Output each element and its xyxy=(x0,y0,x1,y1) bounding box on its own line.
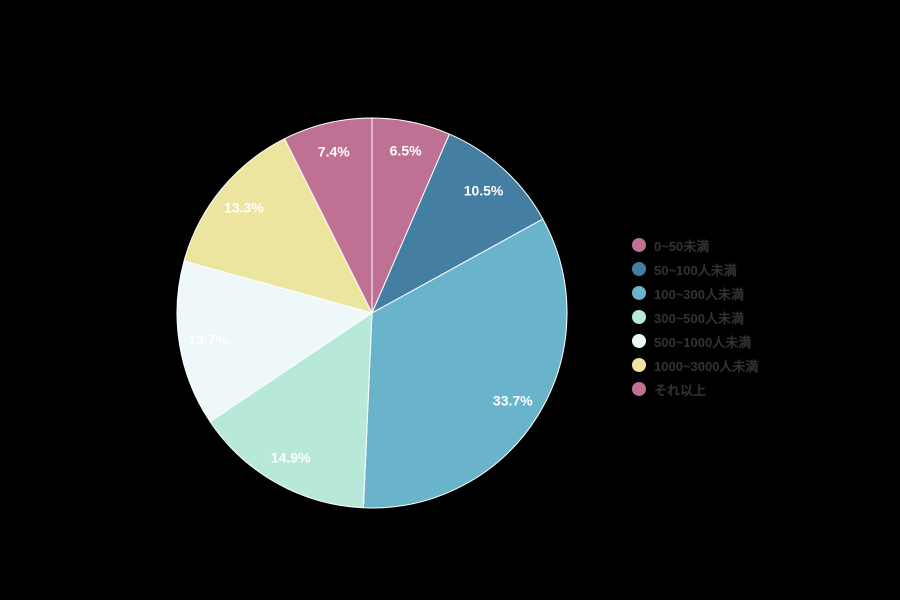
legend-label: 50~100人未満 xyxy=(654,262,737,278)
pie-slice[interactable] xyxy=(176,260,374,423)
legend-color-dot-icon xyxy=(632,382,646,396)
slice-percent-label: 7.4% xyxy=(318,144,350,160)
slice-percent-label: 13.3% xyxy=(224,200,264,216)
slice-percent-label: 13.7% xyxy=(189,331,229,347)
slice-percent-label: 6.5% xyxy=(390,143,422,159)
pie-slice[interactable] xyxy=(370,133,544,315)
legend: 0~50未満 50~100人未満 100~300人未満 300~500人未満 5… xyxy=(632,233,758,401)
legend-item-50-100[interactable]: 50~100人未満 xyxy=(632,257,758,281)
pie-slice[interactable] xyxy=(362,218,568,509)
legend-color-dot-icon xyxy=(632,310,646,324)
pie-slice[interactable] xyxy=(183,138,373,314)
legend-item-over-3000[interactable]: それ以上 xyxy=(632,377,758,401)
legend-color-dot-icon xyxy=(632,286,646,300)
legend-item-1000-3000[interactable]: 1000~3000人未満 xyxy=(632,353,758,377)
slice-percent-label: 33.7% xyxy=(493,392,533,408)
legend-item-300-500[interactable]: 300~500人未満 xyxy=(632,305,758,329)
legend-label: 300~500人未満 xyxy=(654,310,744,326)
pie-slices xyxy=(176,117,568,509)
legend-color-dot-icon xyxy=(632,238,646,252)
slice-percent-label: 14.9% xyxy=(271,449,311,465)
legend-label: 100~300人未満 xyxy=(654,286,744,302)
legend-label: 0~50未満 xyxy=(654,238,710,254)
legend-label: 1000~3000人未満 xyxy=(654,358,759,374)
legend-color-dot-icon xyxy=(632,358,646,372)
legend-color-dot-icon xyxy=(632,262,646,276)
pie-labels: 6.5% 10.5% 33.7% 14.9% 13.7% 13.3% 7.4% xyxy=(189,143,534,466)
pie-slice[interactable] xyxy=(283,117,373,314)
legend-label: それ以上 xyxy=(654,382,707,398)
legend-item-0-50[interactable]: 0~50未満 xyxy=(632,233,758,257)
legend-color-dot-icon xyxy=(632,334,646,348)
legend-item-500-1000[interactable]: 500~1000人未満 xyxy=(632,329,758,353)
legend-item-100-300[interactable]: 100~300人未満 xyxy=(632,281,758,305)
legend-label: 500~1000人未満 xyxy=(654,334,752,350)
slice-percent-label: 10.5% xyxy=(464,182,504,198)
pie-slice[interactable] xyxy=(209,312,373,509)
